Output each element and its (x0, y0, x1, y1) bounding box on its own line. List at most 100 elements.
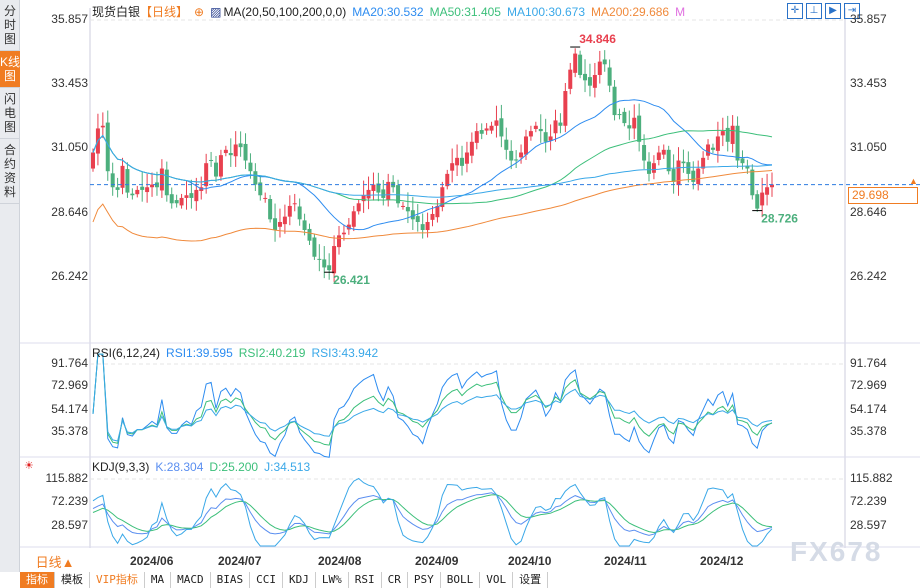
candle-body (282, 216, 287, 225)
candle-body (420, 224, 425, 231)
candle-body (302, 220, 307, 231)
toolbar-item-0[interactable]: 指标 (20, 572, 55, 588)
date-label: 2024/11 (604, 554, 647, 568)
candle-body (341, 232, 346, 235)
tab-flash[interactable]: 闪电图 (0, 88, 20, 139)
kline-chart[interactable]: 34.846 26.421 28.726 (0, 0, 920, 572)
candle-body (706, 144, 711, 156)
rsi-tick-left: 35.378 (51, 424, 88, 438)
toolbar-indicator-10[interactable]: CR (382, 572, 408, 588)
candle-body (400, 205, 405, 207)
ma-chart-icon[interactable]: ▨ (210, 5, 222, 19)
toolbar-indicator-6[interactable]: CCI (250, 572, 283, 588)
candle-body (327, 265, 332, 271)
candle-body (455, 157, 460, 166)
candle-body (405, 207, 410, 212)
candle-body (169, 194, 174, 204)
scroll-right-icon[interactable]: ⇥ (844, 3, 860, 19)
j-value: J:34.513 (264, 460, 311, 474)
candle-body (464, 152, 469, 164)
candle-body (258, 182, 263, 196)
toolbar-indicator-13[interactable]: VOL (480, 572, 514, 588)
toolbar-indicator-5[interactable]: BIAS (211, 572, 251, 588)
candle-body (725, 127, 730, 142)
candle-body (553, 120, 558, 134)
candle-body (499, 118, 504, 137)
candle-body (361, 195, 366, 202)
price-tick-left: 35.857 (51, 12, 88, 26)
candle-body (415, 216, 420, 222)
candle-body (189, 193, 194, 198)
expand-up-icon[interactable]: ▲ (909, 176, 918, 186)
date-label: 2024/07 (218, 554, 262, 568)
main-legend: 现货白银【日线】 ⊕ ▨ MA(20,50,100,200,0,0) MA20:30.5… (92, 3, 691, 20)
rsi1-value: RSI1:39.595 (166, 346, 233, 360)
toolbar-indicator-3[interactable]: MA (145, 572, 172, 588)
candle-body (602, 59, 607, 65)
candle-body (322, 259, 327, 268)
candle-body (312, 237, 317, 257)
candle-body (755, 194, 760, 209)
k-line (92, 492, 773, 536)
candle-body (563, 91, 568, 126)
period-selector[interactable]: 日线▲ (35, 555, 75, 570)
candle-body (671, 169, 676, 182)
period-label: 【日线】 (140, 5, 189, 19)
indicator-toolbar: 指标 模板 VIP指标 MA MACD BIAS CCI KDJ LW% RSI CR PSY BOLL… (20, 572, 549, 588)
candle-body (332, 246, 337, 274)
candle-body (292, 203, 297, 205)
toolbar-indicator-9[interactable]: RSI (349, 572, 382, 588)
candle-body (617, 114, 622, 116)
rsi2-line (92, 353, 773, 446)
candle-body (612, 86, 617, 116)
candle-body (715, 136, 720, 151)
candle-body (651, 163, 656, 173)
candle-body (376, 183, 381, 193)
toolbar-indicator-12[interactable]: BOLL (441, 572, 481, 588)
rsi-tick-right: 72.969 (850, 378, 887, 392)
candle-body (691, 170, 696, 182)
candle-body (386, 181, 391, 201)
rsi1-line (92, 353, 773, 458)
candle-body (145, 187, 150, 193)
toolbar-indicator-11[interactable]: PSY (408, 572, 441, 588)
candle-body (228, 153, 233, 156)
toolbar-item-1[interactable]: 模板 (55, 572, 90, 588)
rsi3-line (92, 353, 773, 442)
candle-body (120, 165, 125, 188)
candle-body (696, 168, 701, 185)
toolbar-indicator-4[interactable]: MACD (171, 572, 211, 588)
tab-contract-info[interactable]: 合约资料 (0, 139, 20, 204)
candle-body (130, 193, 135, 196)
toolbar-item-2[interactable]: VIP指标 (90, 572, 145, 588)
zoom-out-icon[interactable]: ▶ (825, 3, 841, 19)
candle-body (174, 200, 179, 204)
indicator-settings-icon[interactable]: ☀ (24, 460, 34, 472)
tab-kline[interactable]: K线图 (0, 51, 20, 88)
crosshair-icon[interactable]: ✛ (787, 3, 803, 19)
candle-body (307, 228, 312, 241)
toolbar-indicator-14[interactable]: 设置 (513, 572, 549, 588)
candle-body (701, 157, 706, 169)
add-icon[interactable]: ⊕ (194, 5, 205, 19)
candle-body (548, 136, 553, 141)
toolbar-indicator-8[interactable]: LW% (316, 572, 349, 588)
k-value: K:28.304 (155, 460, 204, 474)
candle-body (745, 166, 750, 169)
rsi-tick-right: 35.378 (850, 424, 887, 438)
candle-body (273, 218, 278, 231)
zoom-in-icon[interactable]: ⊥ (806, 3, 822, 19)
candle-body (317, 258, 322, 260)
rsi-legend: RSI(6,12,24) RSI1:39.595 RSI2:40.219 RSI3:4… (92, 346, 384, 360)
candle-body (519, 152, 524, 158)
price-tick-right: 35.857 (850, 12, 887, 26)
ma100-line (92, 134, 773, 198)
candle-body (622, 111, 627, 124)
toolbar-indicator-7[interactable]: KDJ (283, 572, 316, 588)
candle-body (425, 221, 430, 231)
candle-body (194, 189, 199, 202)
candle-body (184, 195, 189, 198)
date-label: 2024/10 (508, 554, 552, 568)
tab-timeshare[interactable]: 分时图 (0, 0, 20, 51)
price-tick-right: 28.646 (850, 205, 887, 219)
